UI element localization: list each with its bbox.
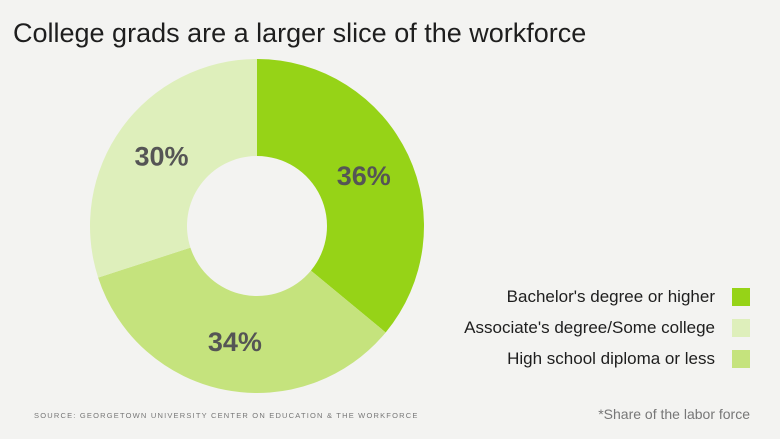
slice-associate-s-degree-some-college	[89, 59, 257, 278]
legend-item-associates: Associate's degree/Some college	[464, 318, 750, 337]
legend-item-high-school: High school diploma or less	[464, 349, 750, 368]
slice-label-associate-s-degree-some-college: 30%	[135, 142, 189, 172]
legend: Bachelor's degree or higher Associate's …	[464, 287, 750, 368]
slice-label-bachelor-s-degree-or-higher: 36%	[337, 161, 391, 191]
legend-item-bachelors: Bachelor's degree or higher	[464, 287, 750, 306]
footnote: *Share of the labor force	[598, 406, 750, 422]
legend-swatch	[732, 350, 750, 368]
slice-bachelor-s-degree-or-higher	[257, 59, 424, 333]
slice-label-high-school-diploma-or-less: 34%	[208, 327, 262, 357]
source-note: SOURCE: GEORGETOWN UNIVERSITY CENTER ON …	[34, 411, 419, 420]
chart-title: College grads are a larger slice of the …	[13, 18, 587, 48]
legend-swatch	[732, 319, 750, 337]
legend-label: High school diploma or less	[507, 349, 715, 368]
legend-label: Bachelor's degree or higher	[506, 287, 715, 306]
legend-label: Associate's degree/Some college	[464, 318, 715, 337]
legend-swatch	[732, 288, 750, 306]
slice-high-school-diploma-or-less	[98, 247, 386, 394]
